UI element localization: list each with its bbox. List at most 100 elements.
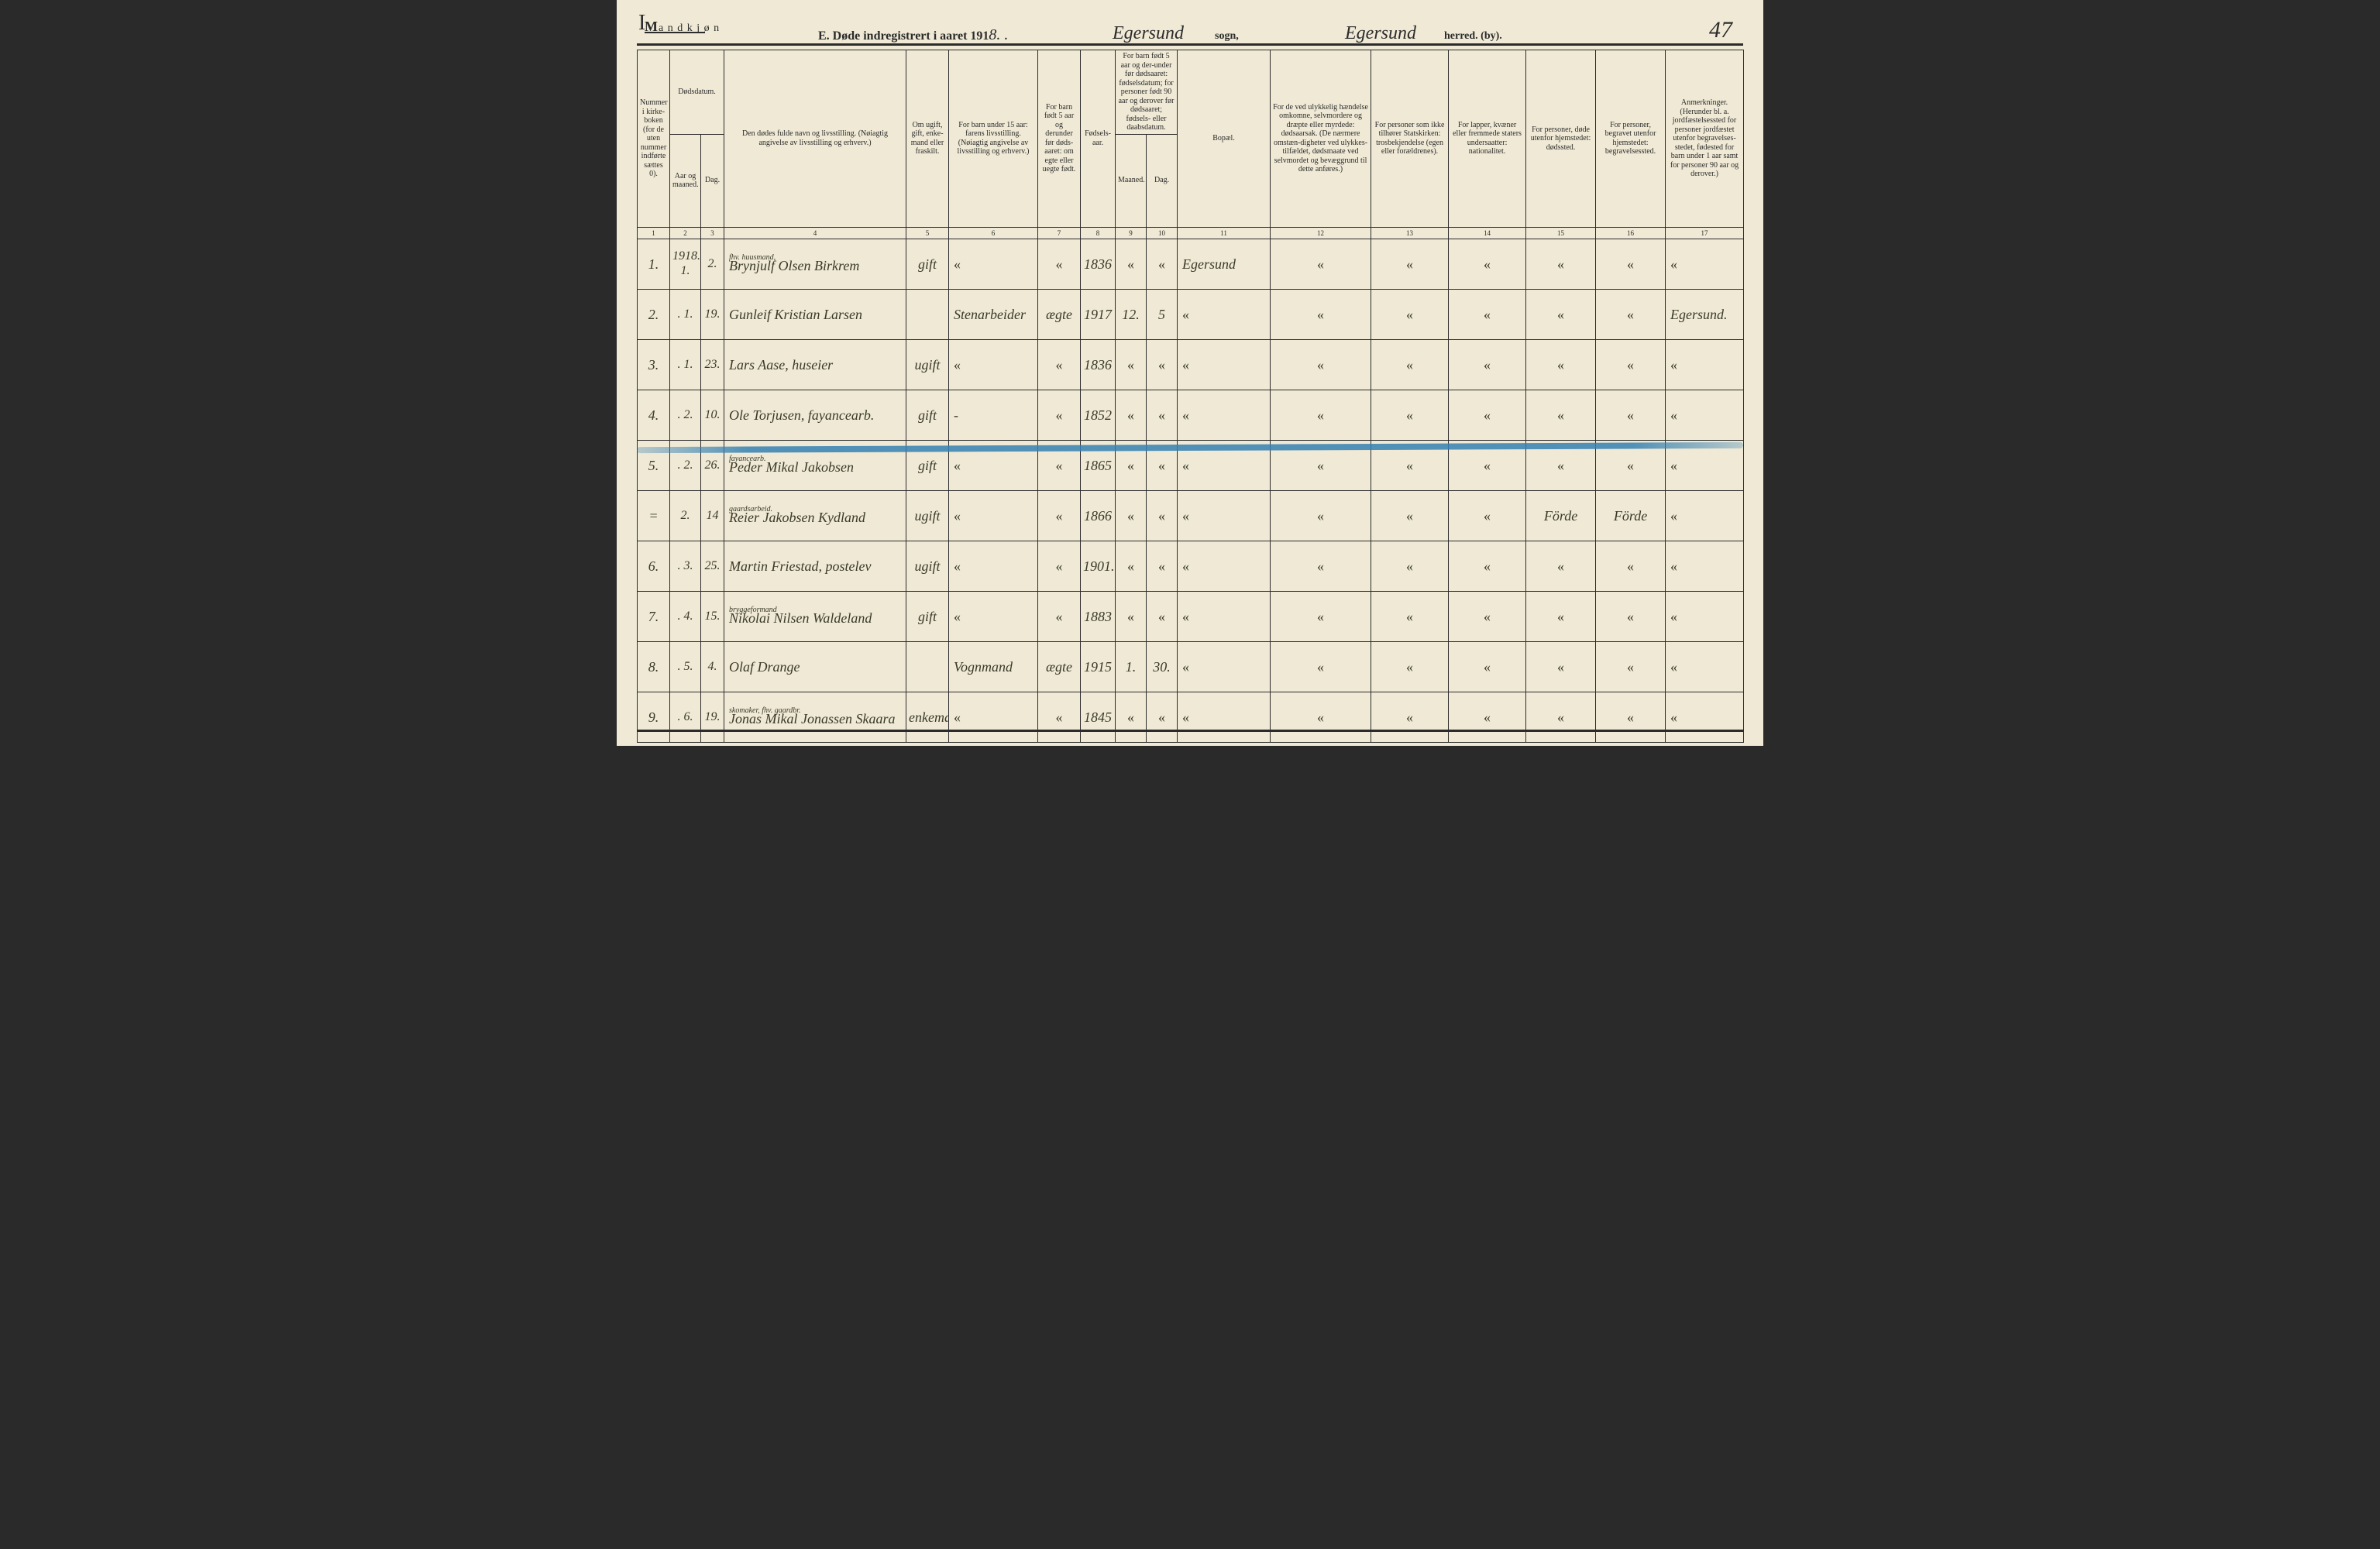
cell-c12: «: [1271, 490, 1371, 541]
cell-c14: «: [1449, 289, 1526, 339]
hdr-5: Om ugift, gift, enke-mand eller fraskilt…: [906, 50, 949, 228]
name-text: Nikolai Nilsen Waldeland: [729, 610, 872, 626]
cell-c11: «: [1178, 591, 1271, 641]
cell-c10: «: [1147, 490, 1178, 541]
cell-dag: 2.: [701, 239, 724, 289]
cell-c13: «: [1371, 591, 1449, 641]
cell-c17: «: [1666, 339, 1744, 390]
cell-dag: 19.: [701, 692, 724, 742]
cell-name: fayancearb.Peder Mikal Jakobsen: [724, 440, 906, 490]
cell-name: gaardsarbeid.Reier Jakobsen Kydland: [724, 490, 906, 541]
cell-c15: «: [1526, 591, 1596, 641]
cell-c16: «: [1596, 239, 1666, 289]
cell-c16: Förde: [1596, 490, 1666, 541]
mandkjon-underline: [645, 32, 705, 33]
cell-c9: «: [1116, 692, 1147, 742]
cell-c16: «: [1596, 591, 1666, 641]
cell-c10: «: [1147, 390, 1178, 440]
colnum-14: 14: [1449, 227, 1526, 239]
hdr-10: Dag.: [1147, 134, 1178, 227]
cell-dag: 14: [701, 490, 724, 541]
herred-value: Egersund: [1345, 23, 1416, 44]
cell-name: bryggeformandNikolai Nilsen Waldeland: [724, 591, 906, 641]
cell-c12: «: [1271, 692, 1371, 742]
cell-c9: «: [1116, 591, 1147, 641]
cell-c9: «: [1116, 239, 1147, 289]
cell-c15: «: [1526, 541, 1596, 591]
hdr-16: For personer, begravet utenfor hjemstede…: [1596, 50, 1666, 228]
cell-c9: 12.: [1116, 289, 1147, 339]
cell-name: Gunleif Kristian Larsen: [724, 289, 906, 339]
cell-c14: «: [1449, 541, 1526, 591]
cell-c8: 1883: [1081, 591, 1116, 641]
name-text: Ole Torjusen, fayancearb.: [729, 407, 874, 423]
cell-c13: «: [1371, 440, 1449, 490]
cell-c11: «: [1178, 490, 1271, 541]
cell-name: Olaf Drange: [724, 641, 906, 692]
cell-c17: «: [1666, 239, 1744, 289]
cell-aar: . 4.: [670, 591, 701, 641]
hdr-1: Nummer i kirke-boken (for de uten nummer…: [638, 50, 670, 228]
cell-c13: «: [1371, 692, 1449, 742]
cell-c15: «: [1526, 339, 1596, 390]
bottom-rule: [637, 730, 1743, 732]
cell-aar: . 1.: [670, 289, 701, 339]
cell-aar: . 2.: [670, 390, 701, 440]
colnum-7: 7: [1038, 227, 1081, 239]
cell-c8: 1852: [1081, 390, 1116, 440]
cell-c17: «: [1666, 490, 1744, 541]
hdr-13: For personer som ikke tilhører Statskirk…: [1371, 50, 1449, 228]
cell-c14: «: [1449, 591, 1526, 641]
table-row: 7.. 4.15.bryggeformandNikolai Nilsen Wal…: [638, 591, 1744, 641]
colnum-8: 8: [1081, 227, 1116, 239]
cell-c10: 5: [1147, 289, 1178, 339]
cell-c16: «: [1596, 692, 1666, 742]
cell-c11: «: [1178, 440, 1271, 490]
cell-dag: 23.: [701, 339, 724, 390]
cell-num: 7.: [638, 591, 670, 641]
sogn-label: sogn,: [1215, 30, 1239, 43]
cell-c8: 1836: [1081, 339, 1116, 390]
title-year-suffix: 8. .: [989, 26, 1008, 43]
hdr-7: For barn født 5 aar og derunder før døds…: [1038, 50, 1081, 228]
cell-c8: 1915: [1081, 641, 1116, 692]
table-head: Nummer i kirke-boken (for de uten nummer…: [638, 50, 1744, 239]
hdr-17: Anmerkninger. (Herunder bl. a. jordfæste…: [1666, 50, 1744, 228]
colnum-11: 11: [1178, 227, 1271, 239]
hdr-14: For lapper, kvæner eller fremmede stater…: [1449, 50, 1526, 228]
cell-c13: «: [1371, 289, 1449, 339]
cell-c7: ægte: [1038, 641, 1081, 692]
name-text: Martin Friestad, postelev: [729, 558, 871, 574]
cell-dag: 19.: [701, 289, 724, 339]
cell-c5: enkemd: [906, 692, 949, 742]
cell-c15: «: [1526, 440, 1596, 490]
cell-c5: [906, 289, 949, 339]
table-row: 3.. 1.23.Lars Aase, huseierugift««1836««…: [638, 339, 1744, 390]
title-prefix: E. Døde indregistrert i aaret 191: [818, 29, 989, 43]
table-row: =2.14gaardsarbeid.Reier Jakobsen Kydland…: [638, 490, 1744, 541]
cell-c15: «: [1526, 641, 1596, 692]
cell-c16: «: [1596, 390, 1666, 440]
hdr-15: For personer, døde utenfor hjemstedet: d…: [1526, 50, 1596, 228]
cell-c11: «: [1178, 541, 1271, 591]
cell-dag: 4.: [701, 641, 724, 692]
colnum-2: 2: [670, 227, 701, 239]
cell-c14: «: [1449, 641, 1526, 692]
cell-c7: «: [1038, 339, 1081, 390]
cell-c10: «: [1147, 692, 1178, 742]
cell-num: 4.: [638, 390, 670, 440]
cell-c15: «: [1526, 289, 1596, 339]
cell-c6: «: [949, 440, 1038, 490]
name-text: Gunleif Kristian Larsen: [729, 307, 862, 322]
table-row: 6.. 3.25.Martin Friestad, postelevugift«…: [638, 541, 1744, 591]
cell-c11: «: [1178, 692, 1271, 742]
cell-c15: «: [1526, 692, 1596, 742]
name-text: Jonas Mikal Jonassen Skaara: [729, 711, 895, 726]
cell-num: 6.: [638, 541, 670, 591]
cell-c5: gift: [906, 390, 949, 440]
cell-c6: «: [949, 541, 1038, 591]
colnum-13: 13: [1371, 227, 1449, 239]
hdr-4: Den dødes fulde navn og livsstilling. (N…: [724, 50, 906, 228]
ledger-table: Nummer i kirke-boken (for de uten nummer…: [637, 50, 1744, 743]
cell-c10: «: [1147, 239, 1178, 289]
